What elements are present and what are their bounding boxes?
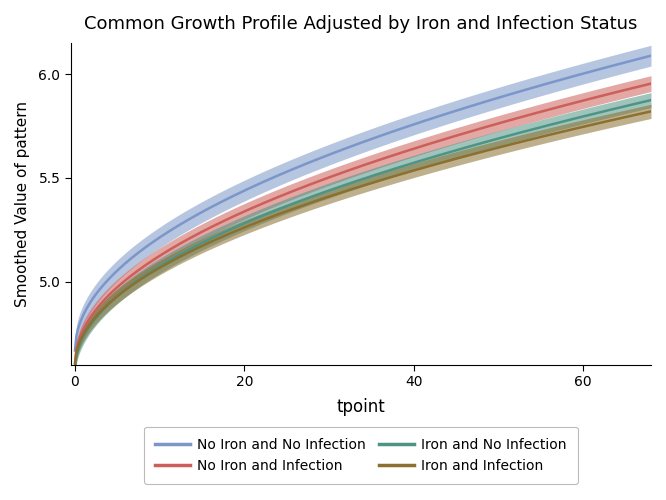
- Legend: No Iron and No Infection, No Iron and Infection, Iron and No Infection, Iron and: No Iron and No Infection, No Iron and In…: [144, 426, 577, 484]
- X-axis label: tpoint: tpoint: [336, 398, 385, 416]
- Y-axis label: Smoothed Value of pattern: Smoothed Value of pattern: [15, 101, 30, 307]
- Title: Common Growth Profile Adjusted by Iron and Infection Status: Common Growth Profile Adjusted by Iron a…: [84, 15, 637, 33]
